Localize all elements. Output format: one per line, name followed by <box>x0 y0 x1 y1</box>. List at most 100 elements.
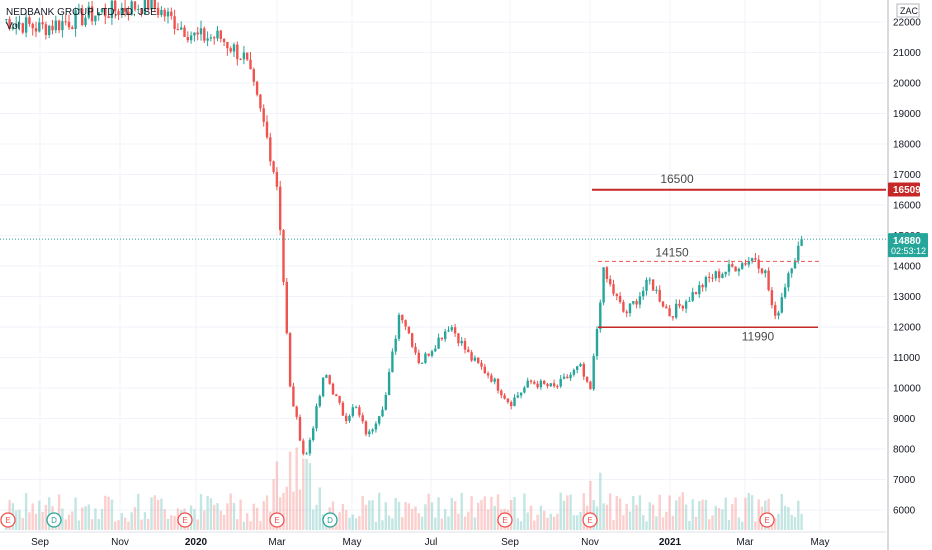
earnings-icon[interactable]: E <box>759 512 775 528</box>
candle <box>427 353 430 357</box>
candle <box>774 301 777 320</box>
volume-bar <box>209 498 213 530</box>
currency-badge[interactable]: ZAC <box>896 3 920 18</box>
candle <box>770 287 774 309</box>
candle <box>447 326 450 333</box>
volume-bar <box>312 509 315 530</box>
candle <box>708 272 711 283</box>
candles <box>5 0 803 456</box>
candle <box>741 261 744 270</box>
candle <box>401 314 404 324</box>
candle <box>213 35 216 45</box>
dividend-icon[interactable]: D <box>322 512 338 528</box>
candle <box>166 7 170 24</box>
volume-bar <box>173 515 176 530</box>
candle <box>156 2 160 18</box>
candle <box>407 326 411 335</box>
volume-bar <box>648 502 651 530</box>
candle <box>526 377 529 388</box>
volume-bar <box>153 495 156 530</box>
volume-bar <box>87 504 90 530</box>
candle <box>543 379 546 385</box>
volume-bar <box>628 511 632 530</box>
candle <box>787 271 790 292</box>
candle <box>71 25 74 30</box>
volume-bar <box>440 518 444 530</box>
candle <box>566 374 569 379</box>
candle <box>140 8 143 17</box>
volume-bar <box>651 504 655 530</box>
candle <box>750 257 754 264</box>
volume-bar <box>143 512 147 530</box>
candle <box>582 361 585 381</box>
candle <box>51 19 54 35</box>
candle <box>691 287 694 302</box>
volume-bar <box>493 505 496 530</box>
volume-bar <box>391 518 394 530</box>
volume-bar <box>222 514 226 530</box>
candle <box>754 252 757 263</box>
candle <box>642 286 645 301</box>
volume-bar <box>787 506 790 530</box>
candle <box>681 304 684 312</box>
candle <box>651 279 655 291</box>
candle <box>31 22 34 36</box>
volume-bar <box>229 493 232 530</box>
volume-bar <box>117 520 120 530</box>
candle <box>203 26 206 44</box>
candle <box>714 270 717 282</box>
candle <box>57 19 61 34</box>
candle <box>61 15 64 38</box>
grid <box>0 0 886 532</box>
candle <box>562 373 566 380</box>
candle <box>559 375 562 389</box>
candle <box>430 349 434 358</box>
candle <box>704 275 708 292</box>
earnings-icon[interactable]: E <box>497 512 513 528</box>
y-tick-label: 19000 <box>893 109 921 120</box>
volume-bar <box>38 500 41 530</box>
volume-bar <box>345 509 348 530</box>
earnings-icon[interactable]: E <box>0 512 16 528</box>
candle <box>727 259 731 276</box>
candle <box>473 355 477 362</box>
volume-bar <box>97 519 100 530</box>
volume-bar <box>354 518 358 530</box>
earnings-icon[interactable]: E <box>582 512 598 528</box>
candle <box>170 7 173 20</box>
dividend-icon[interactable]: D <box>46 512 62 528</box>
candle <box>196 26 199 41</box>
candle <box>239 58 242 61</box>
volume-bar <box>671 515 675 530</box>
volume-bar <box>800 513 803 530</box>
svg-text:E: E <box>587 516 592 525</box>
candle <box>236 41 239 66</box>
candle <box>295 405 298 420</box>
svg-text:16509: 16509 <box>893 185 921 196</box>
volume-bar <box>252 503 255 530</box>
volume-bar <box>265 495 269 530</box>
volume-bar <box>351 514 354 530</box>
candle <box>246 52 249 61</box>
volume-bar <box>411 509 414 530</box>
candle <box>450 324 453 333</box>
earnings-icon[interactable]: E <box>269 512 285 528</box>
earnings-icon[interactable]: E <box>177 512 193 528</box>
level-label: 14150 <box>655 245 689 259</box>
candle <box>628 303 632 317</box>
volume-bar <box>754 521 757 530</box>
candle <box>638 291 642 309</box>
volume-bar <box>790 514 793 530</box>
volume-bar <box>203 510 206 530</box>
volume-bar <box>150 497 153 530</box>
candle <box>645 277 648 296</box>
volume-bar <box>737 517 741 530</box>
candle <box>252 67 255 86</box>
candle <box>387 368 391 396</box>
candle <box>8 16 11 31</box>
candle <box>232 42 236 58</box>
volume-bar <box>381 520 384 530</box>
volume-bar <box>77 520 81 530</box>
